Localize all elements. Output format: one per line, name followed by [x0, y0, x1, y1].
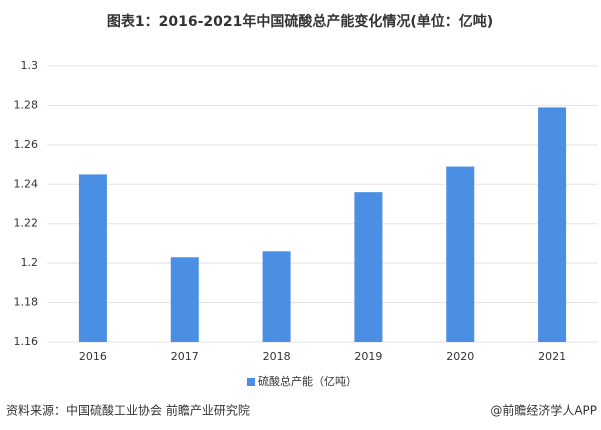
x-tick-label: 2019 [354, 350, 382, 363]
bar [78, 174, 107, 342]
bar [354, 192, 383, 342]
y-tick-label: 1.18 [14, 296, 39, 309]
bar [170, 257, 199, 342]
credit: @前瞻经济学人APP [490, 403, 597, 418]
y-tick-label: 1.22 [14, 217, 39, 230]
y-tick-label: 1.24 [14, 177, 39, 190]
legend-label: 硫酸总产能（亿吨） [258, 374, 357, 388]
legend-swatch [247, 378, 255, 386]
y-tick-label: 1.28 [14, 98, 39, 111]
bar [538, 107, 567, 343]
chart-title: 图表1：2016-2021年中国硫酸总产能变化情况(单位：亿吨) [107, 13, 493, 30]
bar [262, 251, 291, 342]
x-tick-label: 2021 [538, 350, 566, 363]
x-tick-label: 2016 [79, 350, 107, 363]
bar [446, 166, 475, 342]
y-tick-label: 1.3 [21, 59, 39, 72]
y-tick-label: 1.16 [14, 335, 39, 348]
y-tick-label: 1.26 [14, 138, 39, 151]
y-tick-label: 1.2 [21, 256, 39, 269]
x-tick-label: 2018 [263, 350, 291, 363]
source: 资料来源：中国硫酸工业协会 前瞻产业研究院 [6, 403, 250, 418]
x-tick-label: 2017 [171, 350, 199, 363]
x-tick-label: 2020 [446, 350, 474, 363]
